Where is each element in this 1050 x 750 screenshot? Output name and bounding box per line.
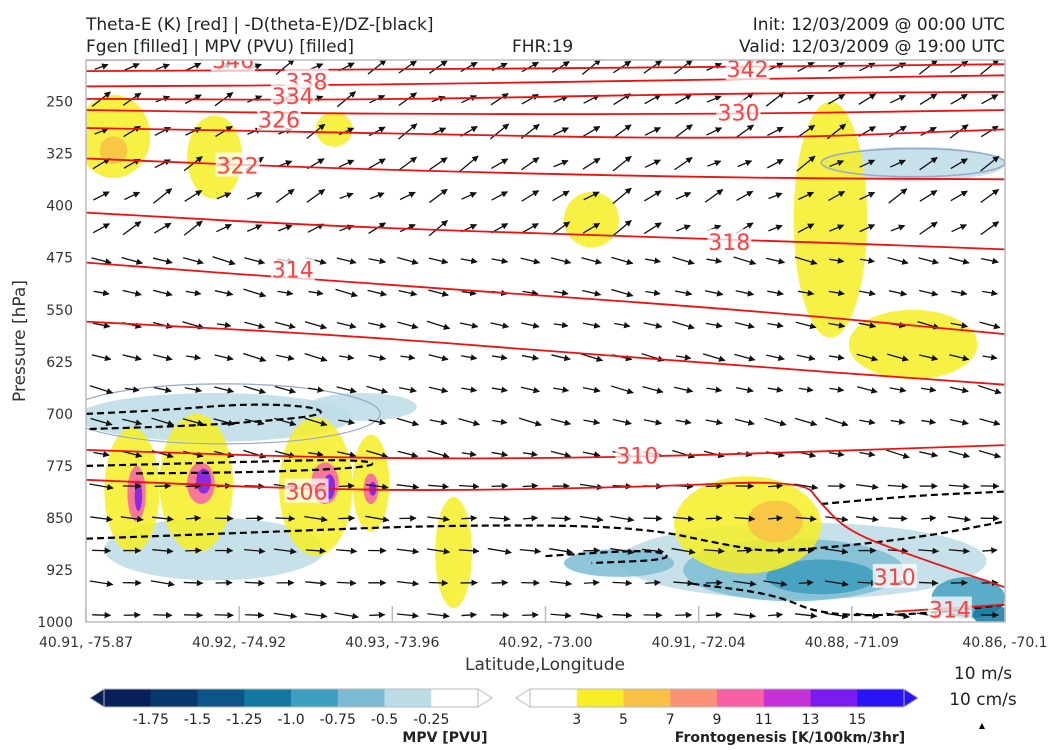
- y-tick-label: 475: [46, 251, 73, 267]
- theta-e-contour-310: [86, 320, 1005, 386]
- colorbar-segment: [763, 689, 811, 707]
- colorbar-segment: [337, 689, 385, 707]
- colorbar-tick-label: 7: [666, 712, 675, 728]
- theta-e-label-306: 306: [286, 481, 328, 506]
- title-line-2: Fgen [filled] | MPV (PVU) [filled]: [86, 37, 355, 57]
- x-tick-label: 40.93, -73.96: [345, 635, 439, 651]
- colorbar-segment: [623, 689, 671, 707]
- colorbar-tick-label: -1.5: [184, 712, 211, 728]
- vector-reference-arrow: ▲: [979, 721, 986, 730]
- colorbar-tick-label: -1.75: [133, 712, 169, 728]
- colorbar-tick-label: 9: [713, 712, 722, 728]
- colorbar-segment: [717, 689, 765, 707]
- vector-reference-vertical: 10 cm/s: [949, 690, 1017, 710]
- theta-e-contour-310: [86, 444, 1005, 460]
- colorbar-segment: [244, 689, 292, 707]
- fgen-colorbar-title: Frontogenesis [K/100km/3hr]: [675, 730, 905, 746]
- y-tick-label: 250: [46, 95, 73, 111]
- x-tick-label: 40.91, -72.04: [652, 635, 746, 651]
- theta-e-label-322: 322: [217, 154, 259, 179]
- theta-e-label-330: 330: [717, 102, 759, 127]
- theta-e-label-314: 314: [929, 599, 971, 624]
- theta-e-label-310: 310: [874, 566, 916, 591]
- colorbar-segment: [857, 689, 905, 707]
- x-tick-label: 40.91, -75.87: [39, 635, 133, 651]
- y-tick-label: 925: [46, 563, 73, 579]
- theta-e-label-326: 326: [258, 109, 300, 134]
- stability-contours: [86, 403, 1005, 617]
- colorbar-segment: [431, 689, 479, 707]
- y-tick-label: 550: [46, 303, 73, 319]
- theta-e-contour-330: [86, 109, 1005, 116]
- colorbar-segment: [197, 689, 245, 707]
- x-tick-label: 40.92, -73.00: [498, 635, 592, 651]
- colorbar-tick-label: 11: [755, 712, 773, 728]
- y-tick-label: 1000: [37, 615, 73, 631]
- colorbar-tick-label: -0.25: [413, 712, 449, 728]
- colorbar-tick-label: -0.75: [320, 712, 356, 728]
- colorbar-tick-label: -1.0: [277, 712, 304, 728]
- colorbar-segment: [104, 689, 152, 707]
- y-tick-label: 700: [46, 407, 73, 423]
- x-tick-label: 40.88, -71.09: [805, 635, 899, 651]
- stability-contour-4: [692, 582, 1005, 617]
- init-time: Init: 12/03/2009 @ 00:00 UTC: [752, 15, 1005, 35]
- stability-contour-2: [86, 520, 1005, 552]
- theta-e-contour-326: [86, 127, 1005, 139]
- y-tick-label: 325: [46, 147, 73, 163]
- theta-e-label-346: 346: [212, 49, 254, 74]
- fgen-colorbar: 3 5 7 9 11 13 15: [515, 688, 919, 728]
- colorbar-tick-label: -0.5: [371, 712, 398, 728]
- vector-reference-speed: 10 m/s: [953, 664, 1013, 684]
- colorbar-tick-label: 13: [802, 712, 820, 728]
- colorbar-segment: [530, 689, 578, 707]
- theta-e-contours: [86, 60, 1005, 613]
- stability-contour-0: [86, 403, 322, 431]
- colorbar-segment: [810, 689, 858, 707]
- theta-e-label-342: 342: [727, 58, 769, 83]
- valid-time: Valid: 12/03/2009 @ 19:00 UTC: [739, 37, 1005, 57]
- stability-contour-5: [821, 490, 1005, 506]
- stability-contour-1: [86, 459, 374, 475]
- theta-e-label-318: 318: [708, 231, 750, 256]
- y-axis-title: Pressure [hPa]: [10, 280, 30, 402]
- colorbar-tick-label: 3: [572, 712, 581, 728]
- colorbar-segment: [576, 689, 624, 707]
- x-tick-label: 40.86, -70.1: [962, 635, 1047, 651]
- theta-e-contour-322: [86, 157, 1005, 181]
- mpv-colorbar: -1.75 -1.5 -1.25 -1.0 -0.75 -0.5 -0.25: [89, 688, 493, 728]
- y-tick-label: 400: [46, 199, 73, 215]
- colorbar-tick-label: 5: [619, 712, 628, 728]
- title-line-1: Theta-E (K) [red] | -D(theta-E)/DZ-[blac…: [86, 15, 434, 35]
- y-tick-label: 850: [46, 511, 73, 527]
- x-tick-label: 40.92, -74.92: [192, 635, 286, 651]
- theta-e-label-334: 334: [272, 85, 314, 110]
- colorbar-segment: [384, 689, 432, 707]
- y-tick-label: 625: [46, 355, 73, 371]
- mpv-colorbar-title: MPV [PVU]: [402, 730, 487, 746]
- x-axis-ticks: 40.91, -75.87 40.92, -74.92 40.93, -73.96 4…: [39, 606, 1048, 651]
- colorbar-segment: [670, 689, 718, 707]
- colorbar-tick-label: -1.25: [226, 712, 262, 728]
- theta-e-contour-318: [86, 211, 1005, 251]
- y-tick-label: 775: [46, 459, 73, 475]
- forecast-hour: FHR:19: [512, 37, 574, 57]
- colorbar-tick-label: 15: [848, 712, 866, 728]
- theta-e-contour-306: [86, 478, 1005, 589]
- colorbar-segment: [291, 689, 339, 707]
- y-axis-ticks: 250 325 400 475 550 625 700 775 850 925 1000: [37, 95, 73, 631]
- x-axis-title: Latitude,Longitude: [465, 655, 625, 675]
- colorbar-segment: [150, 689, 198, 707]
- theta-e-label-310: 310: [616, 444, 658, 469]
- theta-e-label-314: 314: [272, 259, 314, 284]
